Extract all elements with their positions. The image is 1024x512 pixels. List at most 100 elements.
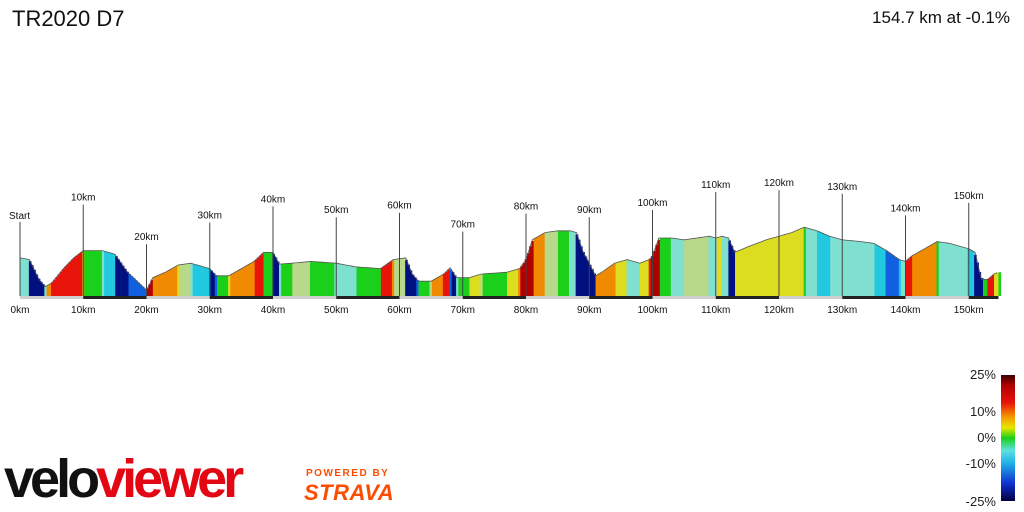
gradient-bar bbox=[644, 261, 647, 296]
gradient-bar bbox=[566, 230, 570, 296]
gradient-bar bbox=[287, 263, 291, 296]
gradient-bar bbox=[825, 235, 829, 296]
gradient-bar bbox=[367, 267, 371, 296]
gradient-bar bbox=[867, 242, 871, 296]
gradient-bar bbox=[898, 259, 902, 296]
gradient-bar bbox=[985, 279, 988, 296]
gradient-bar bbox=[770, 238, 774, 296]
gradient-bar bbox=[170, 268, 174, 296]
gradient-bar bbox=[203, 267, 207, 296]
gradient-bar bbox=[323, 262, 326, 296]
gradient-bar bbox=[677, 239, 681, 296]
gradient-bar bbox=[885, 250, 889, 296]
veloviewer-logo[interactable]: veloviewer bbox=[4, 452, 294, 510]
marker-label: 20km bbox=[134, 232, 158, 243]
gradient-bar bbox=[254, 259, 258, 296]
gradient-bar bbox=[28, 261, 32, 296]
gradient-bar bbox=[267, 252, 271, 296]
gradient-bar bbox=[179, 264, 182, 296]
gradient-bar bbox=[520, 266, 523, 296]
gradient-bar bbox=[31, 265, 34, 296]
gradient-bar bbox=[925, 247, 929, 296]
gradient-bar bbox=[562, 230, 565, 296]
gradient-bar bbox=[37, 278, 41, 296]
gradient-bar bbox=[418, 281, 422, 296]
legend-label-10: 10% bbox=[969, 404, 996, 419]
gradient-bar bbox=[692, 238, 696, 296]
gradient-bar bbox=[493, 273, 497, 296]
marker-label: 90km bbox=[577, 205, 601, 216]
gradient-bar bbox=[624, 260, 627, 296]
gradient-bar bbox=[489, 273, 492, 296]
axis-segment bbox=[842, 296, 906, 299]
gradient-bar bbox=[396, 258, 399, 296]
gradient-bar bbox=[918, 251, 922, 296]
gradient-bar bbox=[591, 269, 594, 296]
gradient-bar bbox=[358, 267, 362, 296]
gradient-bar bbox=[553, 231, 557, 296]
gradient-bar bbox=[279, 263, 282, 296]
x-tick-label: 70km bbox=[451, 305, 475, 316]
gradient-bar bbox=[788, 233, 791, 296]
x-tick-label: 30km bbox=[198, 305, 222, 316]
gradient-bar bbox=[212, 273, 216, 296]
gradient-bar bbox=[834, 237, 838, 296]
gradient-bar bbox=[726, 237, 729, 296]
gradient-bar bbox=[628, 260, 632, 296]
gradient-bar bbox=[476, 275, 479, 296]
gradient-bar bbox=[790, 232, 793, 296]
gradient-bar bbox=[380, 267, 384, 296]
elevation-profile-chart[interactable]: Start 10km 20km 30km 40km 50km 60km 70km 80km 90k… bbox=[0, 0, 1024, 340]
gradient-bar bbox=[743, 248, 747, 296]
gradient-bar bbox=[338, 263, 342, 296]
gradient-bar bbox=[695, 238, 698, 296]
gradient-bar bbox=[951, 244, 955, 296]
marker-label: 50km bbox=[324, 205, 348, 216]
gradient-bar bbox=[648, 258, 652, 296]
axis-segment bbox=[968, 296, 999, 299]
axis-segment bbox=[83, 296, 147, 299]
gradient-bar bbox=[555, 230, 559, 296]
gradient-bar bbox=[316, 261, 320, 296]
gradient-bar bbox=[354, 266, 357, 296]
gradient-bar bbox=[307, 261, 311, 296]
gradient-bar bbox=[657, 239, 661, 296]
strava-logo[interactable]: STRAVA bbox=[304, 480, 395, 505]
gradient-bar bbox=[356, 266, 360, 296]
gradient-bar bbox=[219, 275, 222, 296]
gradient-bar bbox=[50, 282, 54, 296]
gradient-bar bbox=[996, 272, 999, 296]
gradient-bar bbox=[863, 242, 867, 296]
gradient-bar bbox=[675, 238, 678, 296]
gradient-bar bbox=[274, 257, 278, 296]
gradient-bar bbox=[728, 240, 732, 296]
gradient-bar bbox=[781, 235, 785, 296]
gradient-bar bbox=[128, 274, 132, 296]
gradient-bar bbox=[932, 243, 935, 296]
gradient-bar bbox=[374, 268, 377, 296]
gradient-bar bbox=[661, 238, 665, 296]
gradient-bar bbox=[783, 234, 787, 296]
gradient-bar bbox=[343, 264, 346, 296]
x-tick-label: 0km bbox=[11, 305, 30, 316]
gradient-bar bbox=[533, 238, 537, 296]
profile-outline bbox=[19, 226, 998, 291]
gradient-bar bbox=[934, 242, 937, 296]
gradient-bar bbox=[305, 261, 309, 296]
gradient-bar bbox=[611, 264, 614, 296]
gradient-bar bbox=[402, 258, 406, 296]
gradient-bar bbox=[730, 245, 734, 296]
gradient-bar bbox=[894, 257, 898, 296]
gradient-bar bbox=[938, 241, 942, 296]
gradient-bar bbox=[732, 250, 736, 296]
gradient-bar bbox=[119, 262, 123, 296]
gradient-bar bbox=[940, 242, 944, 296]
gradient-bar bbox=[150, 279, 154, 296]
marker-label: Start bbox=[9, 211, 30, 222]
gradient-bar bbox=[872, 243, 875, 296]
gradient-bar bbox=[498, 272, 501, 296]
gradient-bar bbox=[717, 237, 720, 296]
gradient-bar bbox=[606, 268, 610, 296]
gradient-bar bbox=[980, 278, 984, 296]
gradient-bar bbox=[954, 244, 957, 296]
